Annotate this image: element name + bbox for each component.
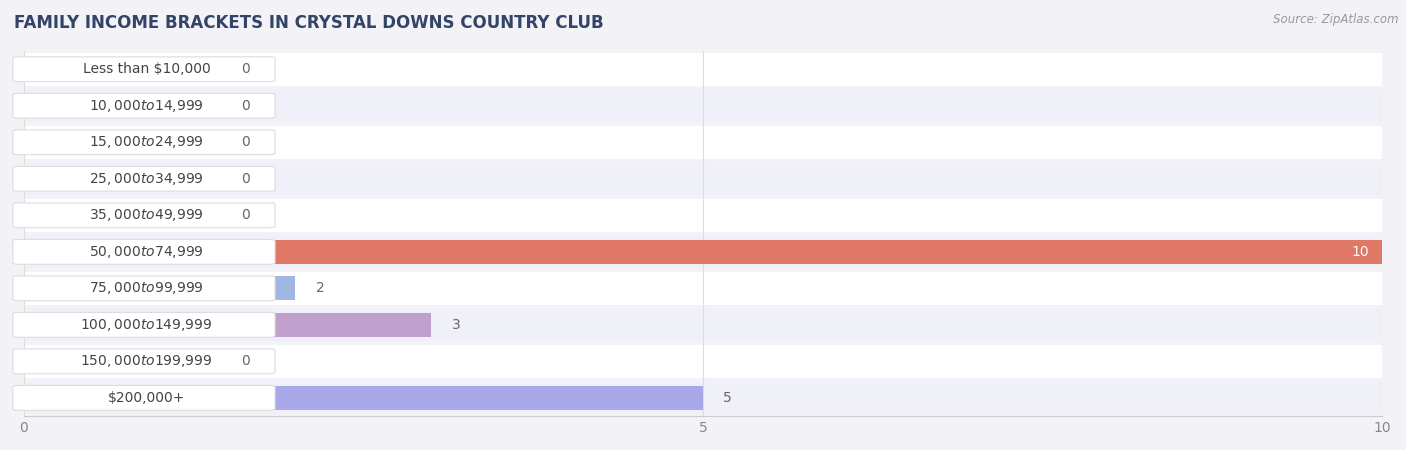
Bar: [24, 53, 1382, 86]
Bar: [24, 94, 228, 117]
Bar: [24, 167, 228, 191]
Bar: [24, 350, 228, 373]
Bar: [24, 199, 1382, 232]
Text: 3: 3: [451, 318, 460, 332]
Text: $15,000 to $24,999: $15,000 to $24,999: [89, 134, 204, 150]
Text: $35,000 to $49,999: $35,000 to $49,999: [89, 207, 204, 223]
Text: $150,000 to $199,999: $150,000 to $199,999: [80, 353, 212, 369]
Text: 0: 0: [240, 172, 250, 186]
Text: $100,000 to $149,999: $100,000 to $149,999: [80, 317, 212, 333]
Bar: [24, 345, 1382, 378]
Text: $25,000 to $34,999: $25,000 to $34,999: [89, 171, 204, 187]
Text: 5: 5: [723, 391, 733, 405]
Bar: [24, 90, 1382, 122]
Text: $75,000 to $99,999: $75,000 to $99,999: [89, 280, 204, 297]
FancyBboxPatch shape: [13, 57, 276, 81]
FancyBboxPatch shape: [13, 312, 276, 337]
Bar: [24, 58, 228, 81]
Bar: [24, 203, 228, 227]
Text: Source: ZipAtlas.com: Source: ZipAtlas.com: [1274, 14, 1399, 27]
Bar: [24, 126, 1382, 159]
Text: 0: 0: [240, 99, 250, 113]
Bar: [24, 382, 1382, 414]
Bar: [24, 272, 1382, 305]
Text: $200,000+: $200,000+: [108, 391, 186, 405]
FancyBboxPatch shape: [13, 166, 276, 191]
Bar: [24, 313, 432, 337]
FancyBboxPatch shape: [13, 386, 276, 410]
Text: 0: 0: [240, 208, 250, 222]
Text: $50,000 to $74,999: $50,000 to $74,999: [89, 244, 204, 260]
Bar: [24, 276, 295, 300]
FancyBboxPatch shape: [13, 130, 276, 155]
Text: FAMILY INCOME BRACKETS IN CRYSTAL DOWNS COUNTRY CLUB: FAMILY INCOME BRACKETS IN CRYSTAL DOWNS …: [14, 14, 603, 32]
Bar: [24, 162, 1382, 195]
Text: 0: 0: [240, 62, 250, 76]
Text: Less than $10,000: Less than $10,000: [83, 62, 211, 76]
Bar: [24, 130, 228, 154]
Text: 2: 2: [316, 281, 325, 295]
Text: $10,000 to $14,999: $10,000 to $14,999: [89, 98, 204, 114]
Text: 10: 10: [1351, 245, 1368, 259]
Text: 0: 0: [240, 135, 250, 149]
FancyBboxPatch shape: [13, 93, 276, 118]
Bar: [24, 386, 703, 410]
FancyBboxPatch shape: [13, 239, 276, 264]
Text: 0: 0: [240, 354, 250, 369]
FancyBboxPatch shape: [13, 349, 276, 374]
Bar: [24, 308, 1382, 341]
FancyBboxPatch shape: [13, 203, 276, 228]
Bar: [24, 235, 1382, 268]
Bar: [24, 240, 1382, 264]
FancyBboxPatch shape: [13, 276, 276, 301]
